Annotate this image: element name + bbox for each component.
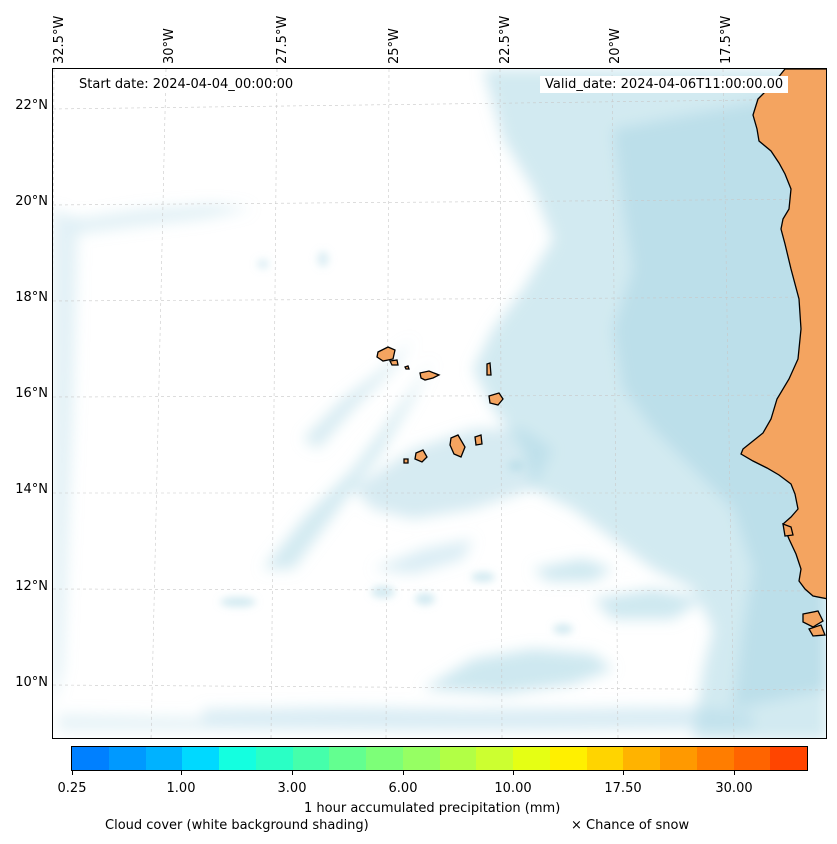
valid-date-label: Valid_date: 2024-04-06T11:00:00.00 (540, 76, 789, 93)
cloud-cover-shading (53, 69, 826, 738)
colorbar-tick-mark (623, 771, 624, 775)
map-panel[interactable] (52, 68, 827, 739)
colorbar-segment (696, 747, 734, 770)
colorbar-segment (402, 747, 440, 770)
colorbar-segment (623, 747, 660, 770)
colorbar-label: 1 hour accumulated precipitation (mm) (304, 801, 561, 816)
island-sao-vicente (389, 359, 399, 366)
cloud-band-bottom-edge (58, 714, 203, 731)
colorbar-segment (292, 747, 330, 770)
meridian-line (499, 69, 503, 738)
colorbar-segment (182, 747, 219, 770)
cloud-band-diagonal-2 (303, 339, 413, 449)
colorbar-segment (255, 747, 293, 770)
longitude-label-27-5w: 27.5°W (275, 15, 290, 64)
colorbar-tick-1-00: 1.00 (166, 781, 196, 796)
colorbar-segment (549, 747, 587, 770)
island-sal (486, 362, 492, 376)
cloud-band-south-4 (373, 539, 473, 574)
colorbar-tick-mark (734, 771, 735, 775)
colorbar-segment (476, 747, 513, 770)
latitude-label-14n: 14°N (15, 482, 48, 497)
cloud-band-bottom (203, 707, 753, 731)
land-west-africa (740, 69, 826, 600)
cloud-band-south-1 (423, 649, 613, 694)
longitude-label-30w: 30°W (162, 28, 177, 64)
cloud-band-center (353, 429, 553, 519)
cloud-region-east-core (613, 89, 826, 709)
longitude-label-32-5w: 32.5°W (52, 15, 67, 64)
colorbar-tick-30-00: 30.00 (715, 781, 753, 796)
latitude-label-22n: 22°N (15, 98, 48, 113)
colorbar-tick-10-00: 10.00 (494, 781, 532, 796)
island-sao-nicolau (419, 370, 441, 381)
colorbar-segment (108, 747, 146, 770)
cloud-band-south-2 (533, 559, 613, 581)
meridian-line (150, 69, 167, 738)
colorbar-segment (145, 747, 183, 770)
colorbar-segment (586, 747, 624, 770)
land-bijagos-island-2 (808, 624, 826, 637)
colorbar-tick-mark (181, 771, 182, 775)
island-santa-luzia (404, 365, 410, 370)
cloud-region-west-edge (53, 209, 78, 709)
colorbar-segment (660, 747, 697, 770)
cloud-cover-patches (220, 251, 573, 634)
latitude-label-20n: 20°N (15, 194, 48, 209)
snow-legend: × Chance of snow (571, 818, 690, 833)
colorbar-tick-3-00: 3.00 (277, 781, 307, 796)
latitude-label-18n: 18°N (15, 290, 48, 305)
meridian-line (270, 69, 278, 738)
latitude-label-16n: 16°N (15, 386, 48, 401)
cloud-band-northwest (73, 204, 253, 234)
colorbar-tick-mark (403, 771, 404, 775)
longitude-label-22-5w: 22.5°W (498, 15, 513, 64)
colorbar-segment (329, 747, 366, 770)
longitude-label-20w: 20°W (608, 28, 623, 64)
colorbar-tick-17-50: 17.50 (604, 781, 642, 796)
cloud-band-diagonal-1 (263, 359, 433, 569)
colorbar-tick-0-25: 0.25 (57, 781, 87, 796)
colorbar-segment (439, 747, 477, 770)
land-bijagos-island-1 (802, 610, 824, 628)
island-santo-antao (376, 346, 396, 362)
colorbar-segment (513, 747, 550, 770)
longitude-label-25w: 25°W (387, 28, 402, 64)
island-brava (403, 458, 409, 464)
cloud-cover-legend: Cloud cover (white background shading) (105, 818, 369, 833)
meridian-line (611, 69, 619, 738)
land-bijagos-island-3 (782, 522, 794, 537)
map-gridlines (53, 69, 826, 738)
colorbar-segment (733, 747, 771, 770)
colorbar-tick-6-00: 6.00 (388, 781, 418, 796)
island-maio (474, 434, 483, 446)
colorbar-segment (366, 747, 403, 770)
colorbar-segment (219, 747, 256, 770)
longitude-label-17-5w: 17.5°W (719, 15, 734, 64)
latitude-label-10n: 10°N (15, 675, 48, 690)
latitude-label-12n: 12°N (15, 579, 48, 594)
colorbar-tick-mark (513, 771, 514, 775)
cloud-band-south-3 (593, 589, 703, 619)
colorbar-tick-mark (292, 771, 293, 775)
colorbar-tick-mark (72, 771, 73, 775)
island-fogo (414, 449, 428, 463)
meridian-line (385, 69, 390, 738)
meridian-line (722, 69, 735, 738)
start-date-label: Start date: 2024-04-04_00:00:00 (74, 76, 299, 93)
island-boa-vista (488, 392, 504, 406)
colorbar-segment (770, 747, 807, 770)
colorbar-segment (72, 747, 109, 770)
precipitation-colorbar (71, 746, 808, 771)
island-santiago (449, 434, 466, 458)
